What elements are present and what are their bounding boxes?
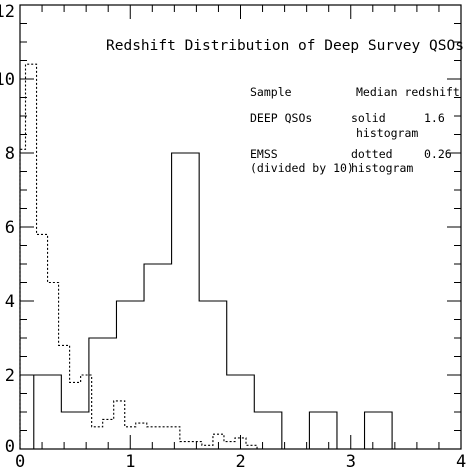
- y-tick-label: 0: [5, 437, 15, 457]
- dotted-histogram: [19, 63, 258, 449]
- legend-row1-style-2: histogram: [356, 126, 418, 140]
- legend-row1-sample: DEEP QSOs: [250, 111, 312, 125]
- y-tick-label: 12: [0, 2, 15, 22]
- legend-row1-median: 1.6: [424, 111, 445, 125]
- x-tick-label: 3: [346, 452, 356, 469]
- chart-title: Redshift Distribution of Deep Survey QSO…: [106, 38, 464, 54]
- legend-row2-style: dotted: [351, 147, 393, 161]
- legend-row1-style: solid: [351, 111, 386, 125]
- y-tick-label: 4: [5, 292, 15, 312]
- x-tick-label: 2: [236, 452, 246, 469]
- y-tick-label: 2: [5, 366, 15, 386]
- legend-header-sample: Sample: [250, 85, 292, 99]
- y-tick-label: 8: [5, 144, 15, 164]
- legend: Sample Median redshift DEEP QSOs solid h…: [250, 85, 460, 175]
- x-tick-label: 1: [125, 452, 135, 469]
- x-tick-label: 0: [15, 452, 25, 469]
- legend-row2-median: 0.26: [424, 147, 452, 161]
- x-tick-label: 4: [456, 452, 466, 469]
- y-tick-label: 6: [5, 218, 15, 238]
- legend-row2-sample-2: (divided by 10): [250, 161, 354, 175]
- plot-frame: [19, 4, 462, 450]
- legend-row2-sample: EMSS: [250, 147, 278, 161]
- legend-row2-style-2: histogram: [351, 161, 413, 175]
- solid-histogram: [33, 152, 420, 450]
- y-tick-label: 10: [0, 70, 15, 90]
- legend-header-median: Median redshift: [356, 85, 460, 99]
